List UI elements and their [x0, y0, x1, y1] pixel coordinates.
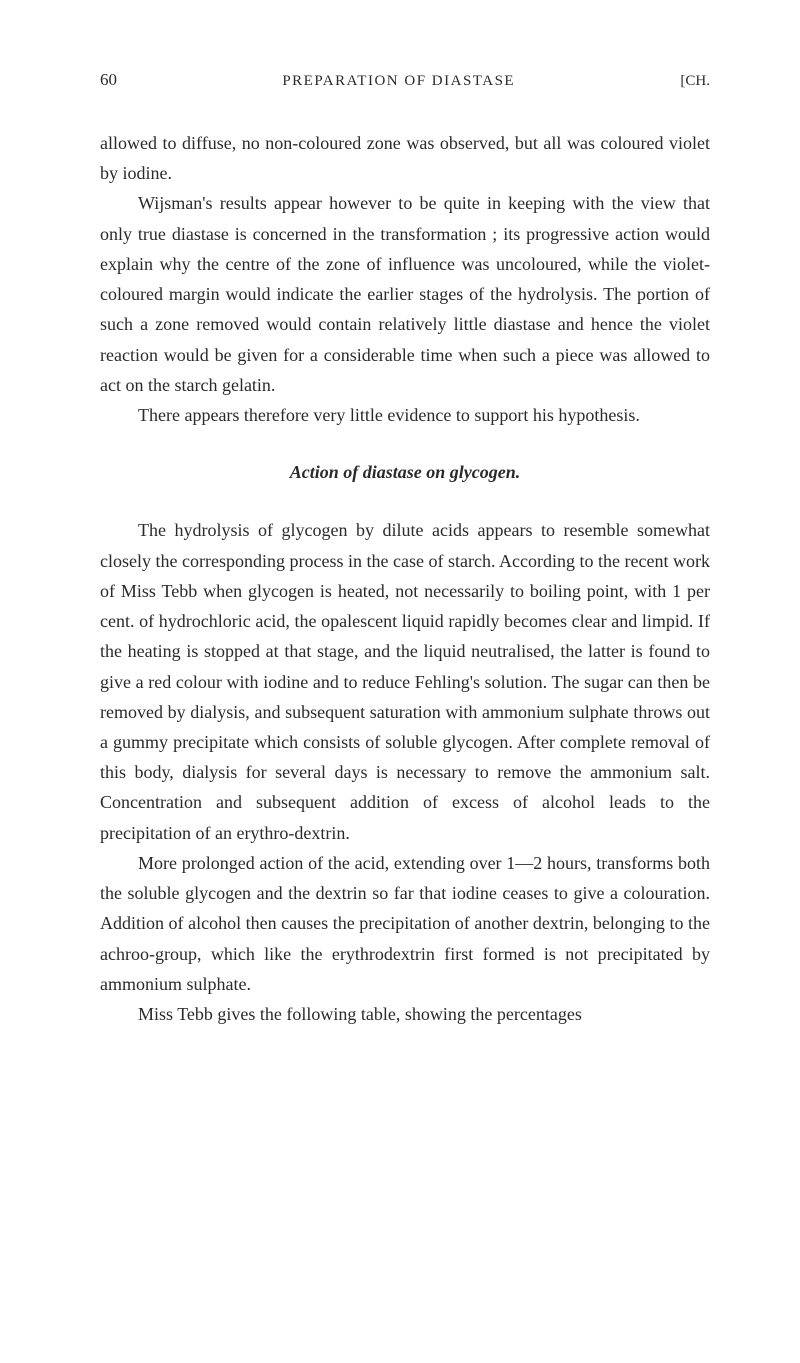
paragraph-1: allowed to diffuse, no non-coloured zone… [100, 128, 710, 188]
paragraph-3: There appears therefore very little evid… [100, 400, 710, 430]
paragraph-6: Miss Tebb gives the following table, sho… [100, 999, 710, 1029]
page-header: 60 PREPARATION OF DIASTASE [CH. [100, 70, 710, 90]
paragraph-2: Wijsman's results appear however to be q… [100, 188, 710, 400]
page-number: 60 [100, 70, 117, 90]
paragraph-5: More prolonged action of the acid, exten… [100, 848, 710, 999]
section-title: Action of diastase on glycogen. [100, 462, 710, 483]
chapter-marker: [CH. [680, 73, 710, 90]
paragraph-4: The hydrolysis of glycogen by dilute aci… [100, 515, 710, 848]
running-title: PREPARATION OF DIASTASE [117, 73, 680, 90]
